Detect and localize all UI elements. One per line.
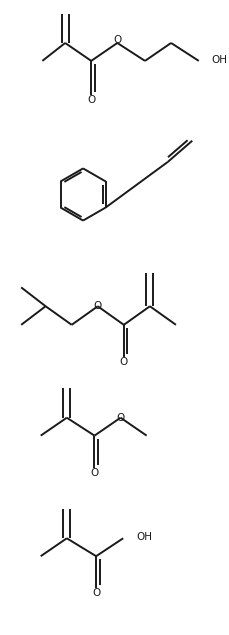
Text: O: O [116,413,124,423]
Text: O: O [90,468,98,478]
Text: O: O [92,588,100,598]
Text: OH: OH [136,532,152,542]
Text: OH: OH [211,55,227,65]
Text: O: O [119,358,127,367]
Text: O: O [93,301,101,311]
Text: O: O [87,95,95,105]
Text: O: O [113,35,121,44]
